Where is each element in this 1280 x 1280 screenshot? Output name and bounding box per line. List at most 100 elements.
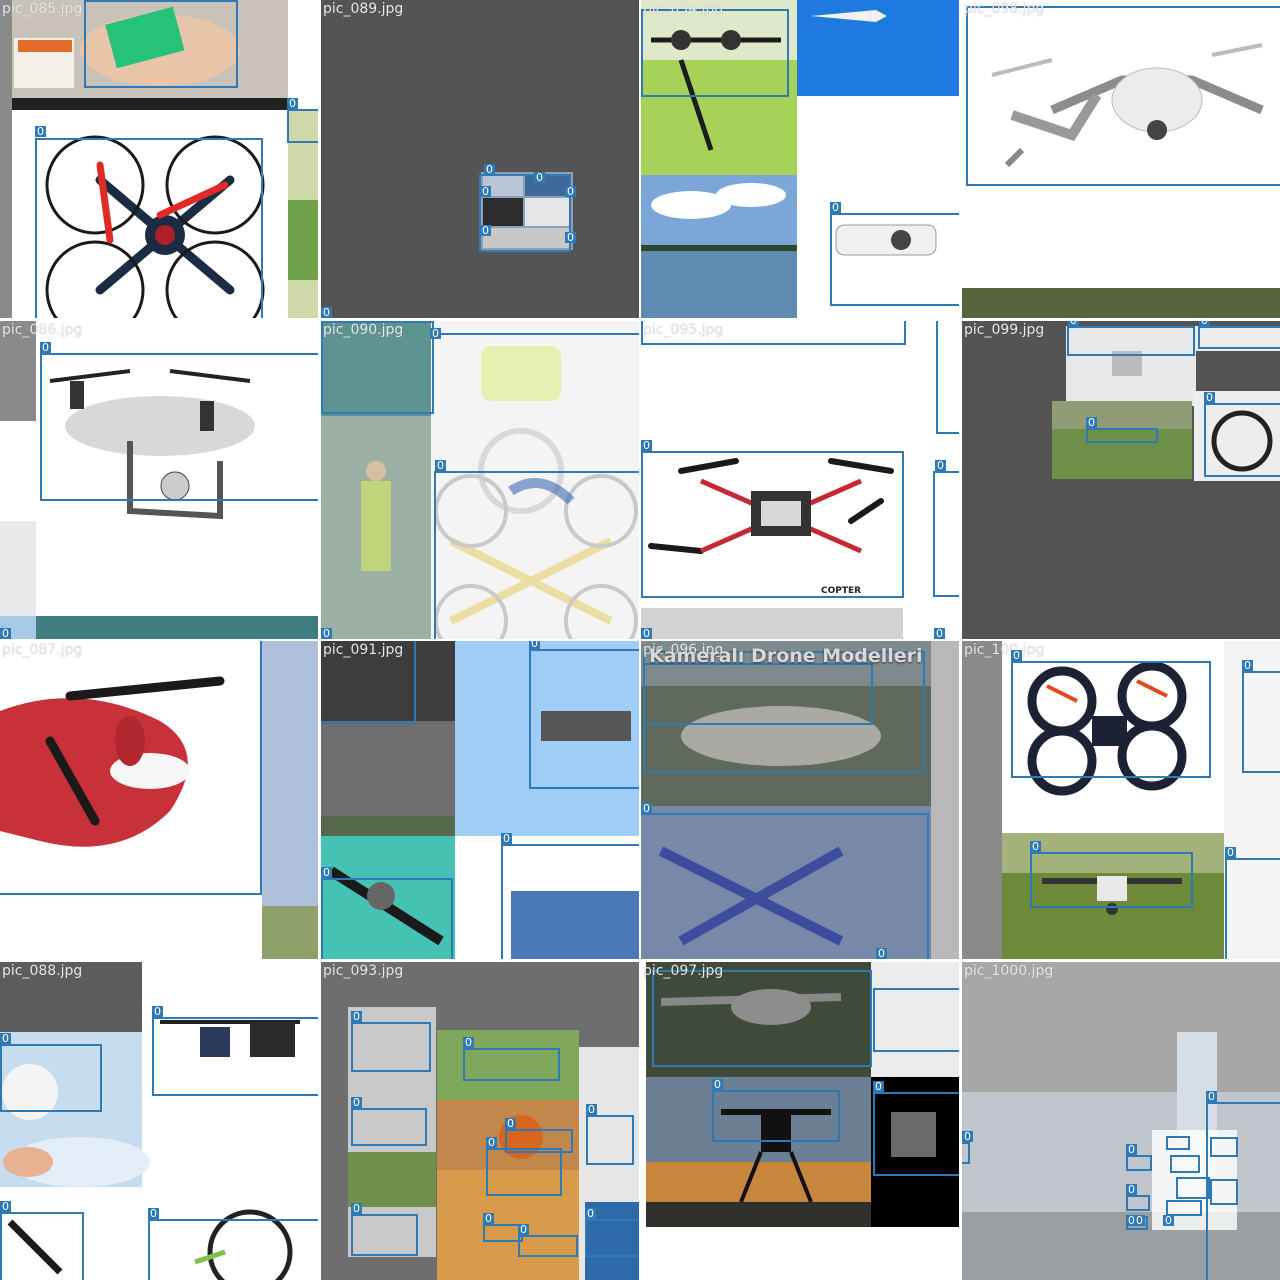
detection-box [1242,671,1280,773]
detection-label: 0 [351,1202,362,1215]
detection-box [641,321,906,345]
file-name: pic_088.jpg [2,963,83,979]
detection-label: 0 [1199,321,1210,326]
detection-box [0,641,262,895]
tile-pic-093[interactable]: pic_093.jpg 0 0 0 0 0 0 0 0 0 0 [321,962,639,1280]
detection-box [652,970,872,1067]
detection-box [643,651,925,773]
detection-box [148,1219,318,1280]
detection-label: 0 [1030,840,1041,853]
detection-box [966,6,1280,186]
tile-pic-091[interactable]: pic_091.jpg 0 0 0 [321,641,639,959]
detection-label: 0 [505,1117,516,1130]
detection-box [641,451,904,598]
detection-box [1011,661,1211,778]
detection-label: 0 [1206,1090,1217,1103]
detection-label: 0 [641,802,652,815]
detection-label: 0 [529,641,540,649]
detection-box [962,1142,970,1164]
detection-label: 0 [1011,649,1022,662]
detection-label: 0 [830,201,841,214]
detection-box [483,1224,523,1242]
tile-image [321,641,639,959]
tile-pic-097[interactable]: pic_097.jpg 0 0 [641,962,959,1280]
detection-label: 0 [641,627,652,639]
detection-label: 0 [712,1078,723,1091]
detection-label: 0 [287,97,298,110]
detection-box [936,321,959,434]
file-name: pic_097.jpg [643,963,724,979]
tile-pic-1000[interactable]: pic_1000.jpg 0 0 0 0 0 0 0 [962,962,1280,1280]
detection-label: 0 [565,231,576,244]
detection-box [351,1214,418,1256]
file-name: pic_096.jpg [643,642,724,658]
detection-box [1166,1200,1202,1216]
detection-label: 0 [1163,1214,1174,1227]
tile-pic-098[interactable]: pic_098.jpg [962,0,1280,318]
tile-pic-089[interactable]: pic_089.jpg 0 0 0 0 0 0 0 [321,0,639,318]
detection-box [1067,326,1195,356]
detection-label: 0 [876,947,887,959]
detection-box [351,1108,427,1146]
detection-box [529,649,639,789]
overlay-banner: Kameralı Drone Modelleri [649,645,923,667]
detection-box [1206,1102,1280,1280]
detection-box [351,1022,431,1072]
detection-label: 0 [321,866,332,879]
tile-image [962,0,1280,318]
detection-box [933,471,959,597]
detection-box [712,1090,840,1142]
file-name: pic_100.jpg [964,642,1045,658]
detection-label: 0 [321,627,332,639]
detection-box [641,9,789,97]
tile-pic-087[interactable]: pic_087.jpg [0,641,318,959]
tile-image [0,962,318,1280]
tile-image [641,962,959,1280]
detection-label: 0 [934,627,945,639]
detection-box [84,0,238,88]
detection-label: 0 [152,1005,163,1018]
tile-pic-100[interactable]: pic_100.jpg 0 0 0 0 [962,641,1280,959]
tile-pic-086[interactable]: pic_086.jpg 0 0 [0,321,318,639]
tile-pic-085[interactable]: pic_085.jpg 0 0 [0,0,318,318]
file-name: pic_090.jpg [323,322,404,338]
detection-label: 0 [873,1080,884,1093]
tile-image [641,321,959,639]
detection-box [486,1148,562,1196]
detection-box [321,641,416,724]
tile-pic-090[interactable]: pic_090.jpg 0 0 0 [321,321,639,639]
detection-label: 0 [1204,391,1215,404]
tile-image [321,321,639,639]
detection-label: 0 [40,341,51,354]
tile-image [962,321,1280,639]
detection-label: 0 [1225,846,1236,859]
tile-pic-096[interactable]: pic_096.jpg Kameralı Drone Modelleri 0 0 [641,641,959,959]
detection-box [434,333,639,335]
detection-label: 0 [585,1207,596,1220]
tile-pic-094[interactable]: pic_094.jpg 0 [641,0,959,318]
detection-label: 0 [501,832,512,845]
detection-box [1030,852,1193,908]
detection-box [518,1235,578,1257]
detection-label: 0 [1134,1214,1145,1227]
detection-label: 0 [0,627,11,639]
tile-pic-095[interactable]: pic_095.jpg COPTER 0 0 0 0 [641,321,959,639]
file-name: pic_098.jpg [964,1,1045,17]
detection-box [830,213,959,306]
detection-box [873,1092,959,1176]
detection-box [586,1115,634,1165]
detection-box [0,1212,84,1280]
file-name: pic_094.jpg [643,1,724,17]
detection-label: 0 [486,1136,497,1149]
detection-label: 0 [518,1223,529,1236]
detection-box [501,844,639,959]
detection-label: 0 [565,185,576,198]
file-name: pic_1000.jpg [964,963,1054,979]
tile-pic-099[interactable]: pic_099.jpg 0 0 0 0 [962,321,1280,639]
detection-box [1126,1155,1152,1171]
tile-pic-088[interactable]: pic_088.jpg 0 0 0 0 [0,962,318,1280]
detection-label: 0 [351,1096,362,1109]
tile-image [962,962,1280,1280]
detection-box [1170,1155,1200,1173]
file-name: pic_085.jpg [2,1,83,17]
